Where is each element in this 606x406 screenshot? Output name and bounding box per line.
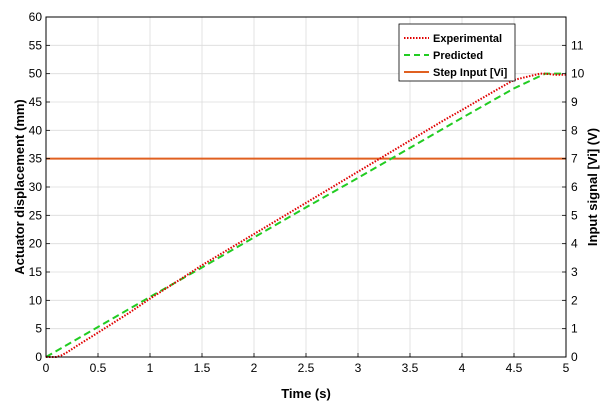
y-right-tick-label-8: 8 [571,123,578,137]
x-axis-title: Time (s) [281,386,331,401]
y-left-tick-label-5: 25 [29,208,43,222]
y-right-tick-label-3: 3 [571,265,578,279]
x-tick-label-10: 5 [563,361,570,375]
y-right-axis-title: Input signal [Vi] (V) [585,128,600,246]
y-right-tick-label-7: 7 [571,152,578,166]
y-right-tick-label-4: 4 [571,237,578,251]
y-left-tick-label-12: 60 [29,10,43,24]
y-left-tick-label-1: 5 [35,322,42,336]
y-left-tick-label-10: 50 [29,67,43,81]
legend-label-experimental: Experimental [433,33,502,45]
y-right-axis-ticks: 0 1 2 3 4 5 6 7 8 9 10 11 [562,38,585,364]
x-tick-label-2: 1 [147,361,154,375]
legend-label-step-input: Step Input [Vi] [433,67,508,79]
x-tick-label-9: 4.5 [506,361,523,375]
y-left-tick-label-7: 35 [29,152,43,166]
x-tick-label-7: 3.5 [402,361,419,375]
x-tick-label-3: 1.5 [194,361,211,375]
y-left-tick-label-0: 0 [35,350,42,364]
y-right-tick-label-10: 10 [571,67,585,81]
y-left-tick-label-8: 40 [29,123,43,137]
y-left-tick-label-6: 30 [29,180,43,194]
y-right-tick-label-11: 11 [571,38,584,52]
x-tick-label-5: 2.5 [298,361,315,375]
x-axis-ticks: 0 0.5 1 1.5 2 2.5 3 3.5 4 4.5 5 [43,353,570,375]
y-left-tick-label-3: 15 [29,265,43,279]
y-left-tick-label-2: 10 [29,293,43,307]
series-line-experimental [46,72,566,358]
x-tick-label-1: 0.5 [90,361,107,375]
legend-label-predicted: Predicted [433,50,483,62]
y-left-tick-label-11: 55 [29,38,43,52]
y-left-axis-title: Actuator displacement (mm) [12,99,27,275]
x-tick-label-0: 0 [43,361,50,375]
y-right-tick-label-0: 0 [571,350,578,364]
series-layer [45,72,566,358]
x-tick-label-6: 3 [355,361,362,375]
series-line-predicted [45,72,566,358]
y-right-tick-label-5: 5 [571,208,578,222]
legend: Experimental Predicted Step Input [Vi] [398,23,516,82]
y-left-tick-label-4: 20 [29,237,43,251]
y-right-tick-label-2: 2 [571,293,578,307]
x-tick-label-4: 2 [251,361,258,375]
y-left-tick-label-9: 45 [29,95,43,109]
y-right-tick-label-1: 1 [571,322,578,336]
x-tick-label-8: 4 [459,361,466,375]
y-left-axis-ticks: 0 5 10 15 20 25 30 35 40 45 50 55 60 [29,10,50,364]
y-right-tick-label-9: 9 [571,95,578,109]
y-right-tick-label-6: 6 [571,180,578,194]
